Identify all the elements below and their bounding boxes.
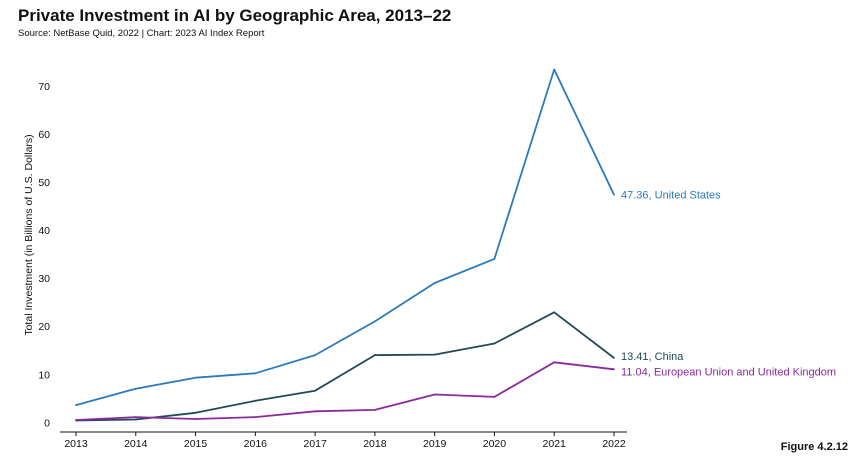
data-point-united-states bbox=[553, 68, 556, 71]
x-tick-label: 2020 bbox=[483, 438, 507, 450]
data-point-united-states bbox=[493, 258, 496, 260]
data-point-european-union-and-united-kingdom bbox=[75, 419, 77, 421]
data-point-united-states bbox=[433, 282, 436, 284]
series-label-european-union-and-united-kingdom: 11.04, European Union and United Kingdom bbox=[621, 366, 836, 378]
data-point-china bbox=[553, 311, 556, 314]
data-point-european-union-and-united-kingdom bbox=[314, 410, 317, 413]
data-point-united-states bbox=[314, 354, 317, 356]
data-point-united-states bbox=[75, 404, 77, 406]
data-point-china bbox=[314, 389, 317, 392]
data-point-european-union-and-united-kingdom bbox=[433, 393, 436, 396]
data-point-united-states bbox=[194, 376, 197, 379]
chart-source: Source: NetBase Quid, 2022 | Chart: 2023… bbox=[18, 28, 265, 39]
y-axis-label: Total Investment (in Billions of U.S. Do… bbox=[23, 134, 35, 335]
series-line-european-union-and-united-kingdom bbox=[75, 361, 615, 421]
chart-title: Private Investment in AI by Geographic A… bbox=[18, 6, 452, 25]
y-tick-label: 40 bbox=[38, 225, 50, 237]
y-tick-label: 50 bbox=[38, 177, 50, 189]
figure-label: Figure 4.2.12 bbox=[780, 441, 848, 453]
x-tick-label: 2015 bbox=[184, 438, 208, 450]
series-group: 47.36, United States 13.41, China 11.04, E… bbox=[75, 68, 836, 422]
data-point-china bbox=[134, 418, 137, 421]
y-ticks: 0 10 20 30 40 50 60 70 bbox=[38, 81, 50, 430]
data-point-china bbox=[433, 353, 436, 356]
x-tick-label: 2022 bbox=[602, 438, 626, 450]
x-tick-label: 2013 bbox=[64, 438, 88, 450]
data-point-european-union-and-united-kingdom bbox=[254, 416, 257, 418]
data-point-china bbox=[254, 399, 257, 402]
series-label-united-states: 47.36, United States bbox=[621, 190, 721, 202]
x-tick-label: 2019 bbox=[423, 438, 447, 450]
y-tick-label: 0 bbox=[44, 417, 50, 429]
data-point-european-union-and-united-kingdom bbox=[493, 396, 496, 398]
data-point-european-union-and-united-kingdom bbox=[134, 416, 137, 418]
data-point-european-union-and-united-kingdom bbox=[613, 368, 615, 371]
y-tick-label: 30 bbox=[38, 273, 50, 285]
data-point-united-states bbox=[613, 193, 615, 196]
x-tick-label: 2017 bbox=[303, 438, 327, 450]
x-ticks: 2013 2014 2015 2016 2017 2018 2019 2020 2021 2022 bbox=[64, 432, 626, 450]
x-tick-label: 2021 bbox=[543, 438, 567, 450]
data-point-china bbox=[373, 354, 376, 356]
data-point-european-union-and-united-kingdom bbox=[194, 418, 197, 420]
data-point-china bbox=[493, 342, 496, 345]
x-tick-label: 2018 bbox=[363, 438, 387, 450]
data-point-united-states bbox=[254, 372, 257, 375]
data-point-european-union-and-united-kingdom bbox=[373, 408, 376, 411]
y-tick-label: 10 bbox=[38, 369, 50, 381]
series-line-china bbox=[75, 311, 615, 422]
x-tick-label: 2016 bbox=[244, 438, 268, 450]
data-point-china bbox=[613, 357, 615, 359]
data-point-china bbox=[194, 411, 197, 414]
data-point-united-states bbox=[134, 387, 137, 390]
data-point-united-states bbox=[373, 320, 376, 323]
data-point-european-union-and-united-kingdom bbox=[553, 361, 556, 364]
y-tick-label: 20 bbox=[38, 321, 50, 333]
series-label-china: 13.41, China bbox=[621, 351, 684, 363]
y-tick-label: 60 bbox=[38, 129, 50, 141]
x-tick-label: 2014 bbox=[124, 438, 148, 450]
y-tick-label: 70 bbox=[38, 81, 50, 93]
series-line-united-states bbox=[75, 68, 615, 406]
